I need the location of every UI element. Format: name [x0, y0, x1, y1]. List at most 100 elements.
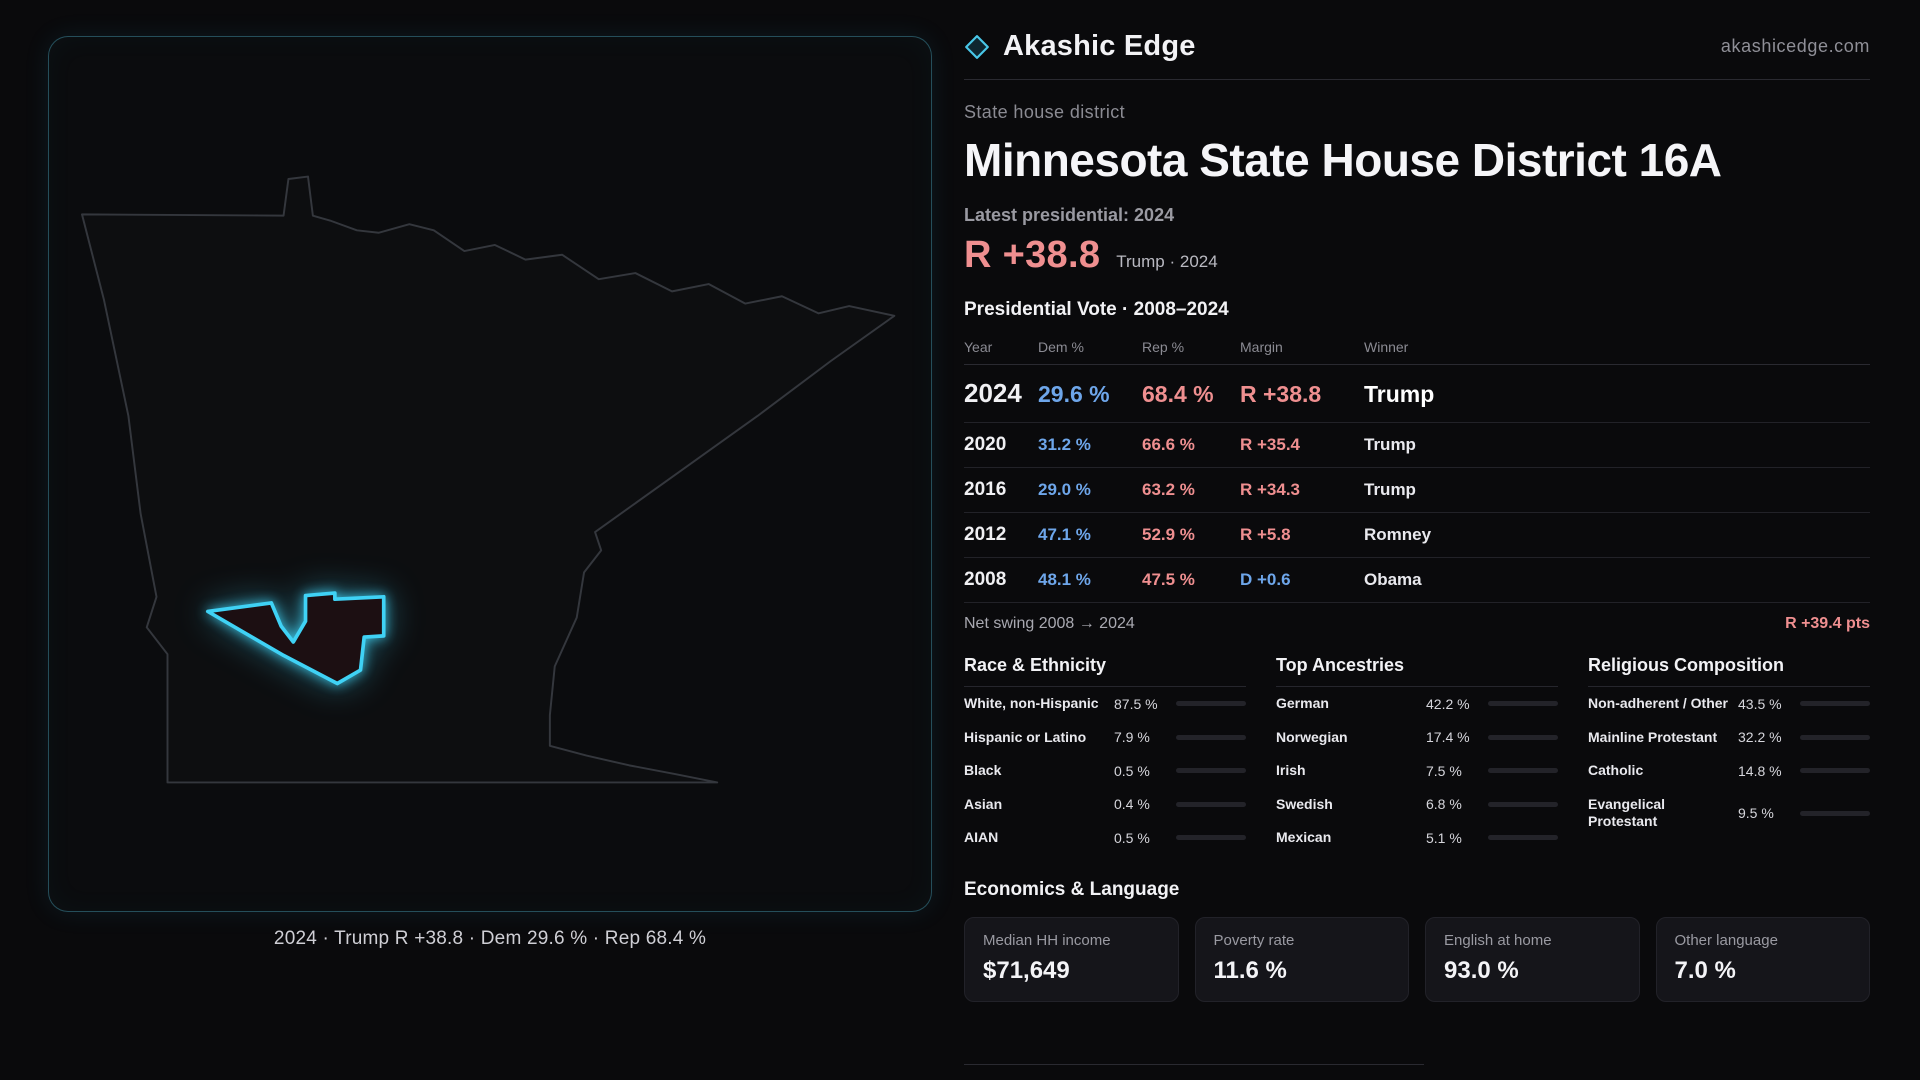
cell-year: 2024 [964, 378, 1022, 408]
cell-rep: 47.5 % [1142, 570, 1195, 589]
stat-row: Catholic 14.8 % [1588, 754, 1870, 788]
col-year: Year [964, 339, 993, 355]
economics-title: Economics & Language [964, 878, 1180, 900]
stat-bar [1800, 810, 1870, 816]
cell-margin: D +0.6 [1240, 570, 1291, 589]
cell-rep: 68.4 % [1142, 381, 1214, 407]
stat-label: Irish [1276, 762, 1306, 778]
stat-value: 43.5 % [1738, 695, 1782, 712]
stat-bar [1488, 701, 1558, 707]
stat-card: English at home 93.0 % [1425, 916, 1640, 1002]
stat-bar [1488, 734, 1558, 740]
cell-year: 2020 [964, 434, 1007, 455]
cell-winner: Romney [1364, 525, 1432, 544]
stat-value: 0.4 % [1114, 796, 1150, 813]
brand-header: Akashic Edge akashicedge.com [964, 30, 1870, 80]
cell-winner: Trump [1364, 480, 1416, 499]
col-rep: Rep % [1142, 339, 1185, 355]
stat-row: Norwegian 17.4 % [1276, 721, 1558, 755]
card-value: 7.0 % [1674, 956, 1736, 984]
stat-value: 14.8 % [1738, 762, 1782, 779]
table-header-row: Year Dem % Rep % Margin Winner [964, 333, 1870, 365]
presidential-vote-table: Year Dem % Rep % Margin Winner 2024 29.6… [964, 333, 1870, 603]
stat-value: 0.5 % [1114, 762, 1150, 779]
race-ethnicity-column: Race & Ethnicity White, non-Hispanic 87.… [964, 655, 1246, 855]
footer: Sources: Akashic Edge elections database… [964, 1063, 1424, 1080]
map-caption: 2024 · Trump R +38.8 · Dem 29.6 % · Rep … [273, 928, 707, 949]
page-title: Minnesota State House District 16A [964, 134, 1722, 186]
stat-value: 32.2 % [1738, 729, 1782, 746]
stat-row: Evangelical Protestant 9.5 % [1588, 788, 1870, 839]
table-row: 2012 47.1 % 52.9 % R +5.8 Romney [964, 513, 1870, 558]
card-label: Median HH income [983, 931, 1111, 949]
cell-year: 2016 [964, 479, 1007, 500]
stat-bar [1800, 701, 1870, 707]
cell-year: 2012 [964, 524, 1007, 545]
cell-margin: R +35.4 [1240, 435, 1301, 454]
stat-label: Catholic [1588, 762, 1644, 778]
stat-row: Mainline Protestant 32.2 % [1588, 721, 1870, 755]
stat-card: Median HH income $71,649 [964, 916, 1179, 1002]
cell-margin: R +34.3 [1240, 480, 1301, 499]
table-row: 2024 29.6 % 68.4 % R +38.8 Trump [964, 365, 1870, 423]
stat-row: Non-adherent / Other 43.5 % [1588, 687, 1870, 721]
headline-margin-value: R +38.8 [964, 234, 1101, 276]
cell-winner: Trump [1364, 381, 1435, 407]
stat-card: Other language 7.0 % [1655, 916, 1870, 1002]
stat-row: Irish 7.5 % [1276, 754, 1558, 788]
stat-bar [1176, 835, 1246, 841]
minnesota-outline [81, 175, 896, 784]
stat-row: Hispanic or Latino 7.9 % [964, 721, 1246, 755]
table-row: 2016 29.0 % 63.2 % R +34.3 Trump [964, 468, 1870, 513]
district-map-panel [48, 36, 932, 912]
stat-value: 7.5 % [1426, 762, 1462, 779]
stat-label: German [1276, 695, 1329, 711]
report-content: Akashic Edge akashicedge.com State house… [964, 30, 1870, 1080]
stat-value: 87.5 % [1114, 695, 1158, 712]
net-swing-row: Net swing 2008 → 2024 R +39.4 pts [964, 615, 1870, 633]
stat-row: Swedish 6.8 % [1276, 788, 1558, 822]
ancestry-column: Top Ancestries German 42.2 % Norwegian 1… [1276, 655, 1558, 855]
stat-row: Asian 0.4 % [964, 788, 1246, 822]
district-16a-shape[interactable] [205, 591, 386, 686]
card-label: English at home [1444, 931, 1552, 949]
stat-label: Norwegian [1276, 728, 1348, 745]
stat-row: White, non-Hispanic 87.5 % [964, 687, 1246, 721]
stat-bar [1176, 701, 1246, 707]
headline-margin-context: Trump · 2024 [1116, 252, 1218, 271]
stat-value: 42.2 % [1426, 695, 1470, 712]
religion-column: Religious Composition Non-adherent / Oth… [1588, 655, 1870, 855]
net-swing-label: Net swing 2008 → 2024 [964, 615, 1135, 632]
brand-domain-link[interactable]: akashicedge.com [1720, 36, 1870, 56]
stat-label: White, non-Hispanic [964, 695, 1099, 711]
stat-label: Hispanic or Latino [964, 728, 1087, 745]
diamond-logo-icon [965, 34, 989, 59]
headline-margin: R +38.8 Trump · 2024 [964, 234, 1870, 277]
religion-title: Religious Composition [1588, 655, 1870, 687]
card-value: $71,649 [983, 956, 1070, 984]
stat-label: Mexican [1276, 829, 1332, 845]
col-winner: Winner [1364, 339, 1409, 355]
cell-year: 2008 [964, 569, 1007, 590]
stat-bar [1488, 801, 1558, 807]
stat-label: Swedish [1276, 795, 1333, 812]
table-row: 2008 48.1 % 47.5 % D +0.6 Obama [964, 558, 1870, 603]
cell-dem: 31.2 % [1038, 435, 1091, 454]
net-swing-value: R +39.4 pts [1785, 615, 1870, 632]
stat-row: Black 0.5 % [964, 754, 1246, 788]
stat-bar [1800, 734, 1870, 740]
cell-dem: 29.0 % [1038, 480, 1091, 499]
card-label: Poverty rate [1213, 931, 1295, 949]
cell-margin: R +5.8 [1240, 525, 1291, 544]
stat-bar [1176, 734, 1246, 740]
cell-dem: 47.1 % [1038, 525, 1091, 544]
stat-value: 9.5 % [1738, 805, 1774, 821]
table-row: 2020 31.2 % 66.6 % R +35.4 Trump [964, 423, 1870, 468]
card-value: 11.6 % [1213, 956, 1287, 984]
stat-row: AIAN 0.5 % [964, 821, 1246, 855]
minnesota-map [81, 175, 896, 784]
stat-value: 6.8 % [1426, 796, 1462, 813]
stat-bar [1800, 768, 1870, 774]
stat-label: AIAN [964, 829, 999, 845]
